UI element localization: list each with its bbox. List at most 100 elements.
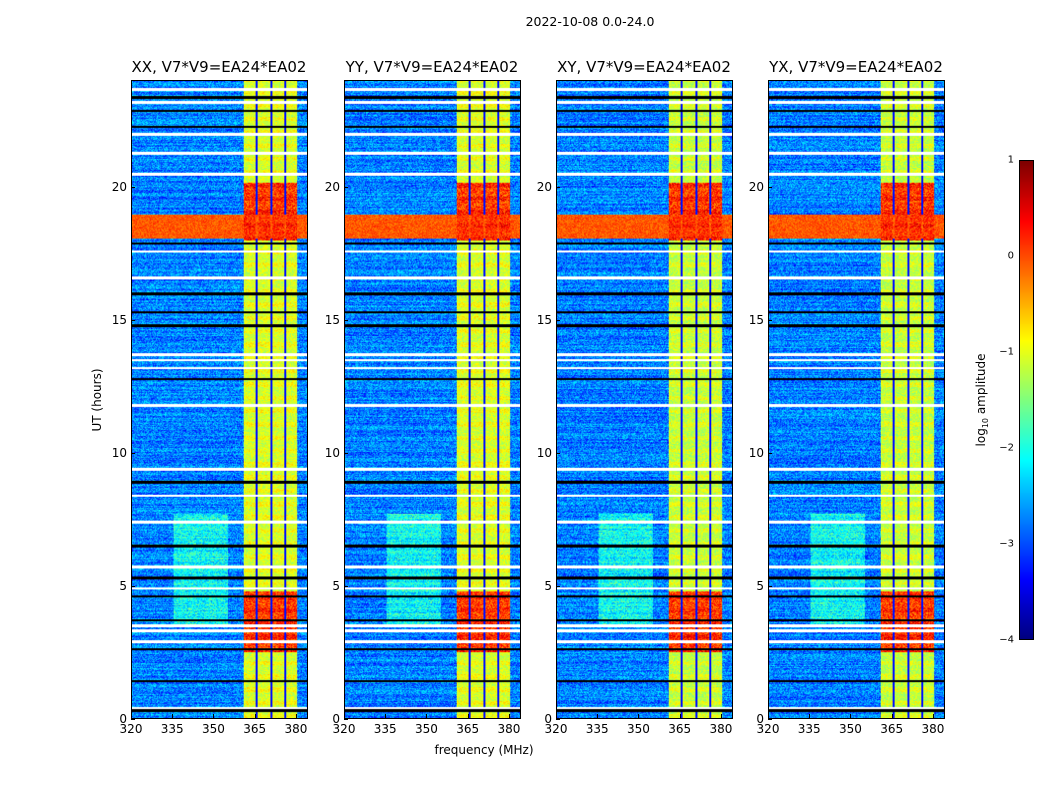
x-tick-mark — [344, 714, 345, 718]
x-tick-mark — [597, 714, 599, 718]
y-tick-label: 15 — [536, 312, 552, 327]
x-tick-mark — [809, 714, 811, 718]
heatmap-panel — [556, 80, 733, 719]
heatmap-image — [132, 81, 307, 718]
heatmap-panel — [768, 80, 945, 719]
y-tick-mark — [344, 585, 348, 587]
y-tick-label: 5 — [756, 578, 764, 593]
panel-title: YX, V7*V9=EA24*EA02 — [769, 58, 943, 76]
y-tick-label: 10 — [324, 445, 340, 460]
y-tick-mark — [556, 719, 560, 720]
y-tick-mark — [768, 186, 772, 188]
x-tick-mark — [467, 714, 469, 718]
x-axis-label: frequency (MHz) — [434, 743, 534, 757]
y-tick-label: 15 — [748, 312, 764, 327]
x-tick-mark — [213, 714, 215, 718]
panel-title: XY, V7*V9=EA24*EA02 — [557, 58, 731, 76]
x-tick-mark — [768, 714, 769, 718]
heatmap-image — [769, 81, 944, 718]
x-tick-label: 350 — [202, 722, 225, 736]
colorbar-tick-label: 0 — [1007, 250, 1014, 262]
y-tick-mark — [556, 186, 560, 188]
y-tick-mark — [556, 319, 560, 321]
y-tick-mark — [131, 719, 135, 720]
x-tick-mark — [295, 714, 297, 718]
y-tick-label: 20 — [324, 179, 340, 194]
panel-title: XX, V7*V9=EA24*EA02 — [131, 58, 307, 76]
y-axis-label: UT (hours) — [90, 368, 104, 432]
x-tick-label: 320 — [544, 722, 568, 736]
x-tick-mark — [426, 714, 428, 718]
x-tick-label: 320 — [756, 722, 780, 736]
x-tick-mark — [891, 714, 893, 718]
x-tick-label: 380 — [284, 722, 308, 736]
y-tick-label: 20 — [536, 179, 552, 194]
colorbar-tick-label: 1 — [1007, 154, 1014, 166]
y-tick-mark — [344, 319, 348, 321]
x-tick-mark — [720, 714, 722, 718]
x-tick-label: 350 — [839, 722, 862, 736]
colorbar-tick-label: −4 — [999, 634, 1014, 646]
y-tick-label: 0 — [544, 712, 552, 726]
x-tick-label: 350 — [627, 722, 650, 736]
y-tick-mark — [131, 186, 135, 188]
y-tick-mark — [344, 452, 348, 454]
y-tick-mark — [768, 719, 772, 720]
x-tick-mark — [850, 714, 852, 718]
y-tick-label: 20 — [111, 179, 127, 194]
y-tick-label: 20 — [748, 179, 764, 194]
figure-title: 2022-10-08 0.0-24.0 — [525, 14, 655, 29]
panel-title: YY, V7*V9=EA24*EA02 — [345, 58, 519, 76]
colorbar-tick-label: −2 — [999, 442, 1014, 454]
x-tick-label: 320 — [332, 722, 356, 736]
x-tick-mark — [638, 714, 640, 718]
y-tick-mark — [768, 452, 772, 454]
y-tick-label: 0 — [332, 712, 340, 726]
y-tick-label: 5 — [332, 578, 340, 593]
y-tick-label: 15 — [111, 312, 127, 327]
x-tick-mark — [932, 714, 934, 718]
x-tick-mark — [679, 714, 681, 718]
y-tick-label: 10 — [748, 445, 764, 460]
x-tick-label: 320 — [119, 722, 143, 736]
x-tick-mark — [172, 714, 174, 718]
x-tick-label: 380 — [709, 722, 733, 736]
x-tick-mark — [385, 714, 387, 718]
y-tick-mark — [768, 585, 772, 587]
heatmap-panel — [131, 80, 308, 719]
y-tick-label: 0 — [119, 712, 127, 726]
y-tick-mark — [131, 319, 135, 321]
y-tick-label: 5 — [119, 578, 127, 593]
y-tick-mark — [556, 585, 560, 587]
x-tick-label: 335 — [797, 722, 821, 736]
colorbar-tick-label: −1 — [999, 346, 1014, 358]
x-tick-label: 335 — [373, 722, 397, 736]
x-tick-mark — [508, 714, 510, 718]
heatmap-panel — [344, 80, 521, 719]
colorbar-tick-label: −3 — [999, 538, 1014, 550]
y-tick-label: 10 — [536, 445, 552, 460]
x-tick-label: 365 — [243, 722, 267, 736]
x-tick-label: 365 — [456, 722, 480, 736]
y-tick-label: 5 — [544, 578, 552, 593]
y-tick-mark — [131, 585, 135, 587]
x-tick-label: 365 — [880, 722, 904, 736]
x-tick-label: 380 — [921, 722, 945, 736]
heatmap-image — [557, 81, 732, 718]
x-tick-label: 335 — [160, 722, 184, 736]
x-tick-mark — [556, 714, 557, 718]
colorbar — [1019, 160, 1034, 640]
y-tick-mark — [556, 452, 560, 454]
y-tick-mark — [131, 452, 135, 454]
x-tick-mark — [131, 714, 132, 718]
x-tick-label: 350 — [415, 722, 438, 736]
x-tick-label: 380 — [497, 722, 521, 736]
x-tick-label: 365 — [668, 722, 692, 736]
y-tick-label: 0 — [756, 712, 764, 726]
heatmap-image — [345, 81, 520, 718]
y-tick-label: 15 — [324, 312, 340, 327]
y-tick-mark — [344, 719, 348, 720]
x-tick-label: 335 — [585, 722, 609, 736]
y-tick-mark — [768, 319, 772, 321]
